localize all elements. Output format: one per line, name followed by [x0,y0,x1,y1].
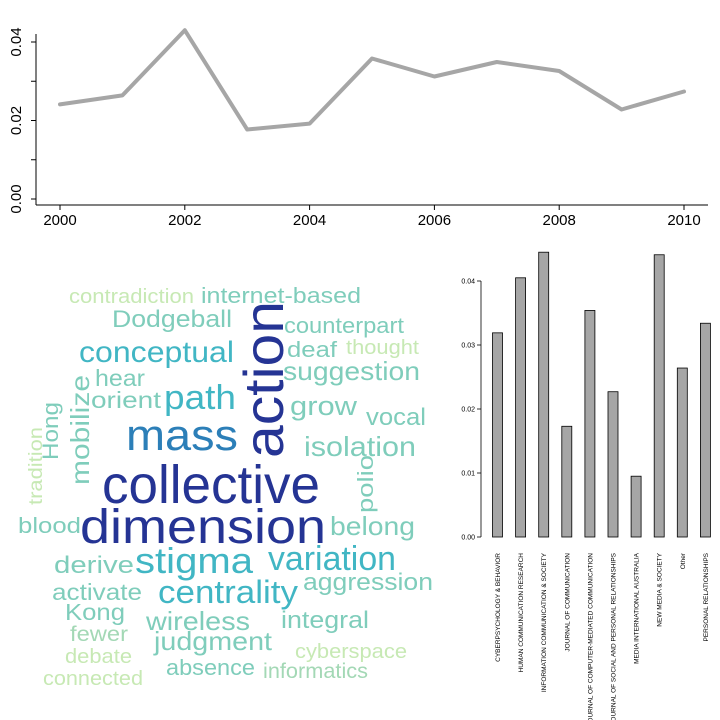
bar-y-tick-label: 0.04 [461,279,475,286]
x-tick-label: 2004 [293,212,326,229]
cloud-word: hear [95,365,145,391]
x-tick-label: 2000 [43,212,76,229]
bar-category-label: JOURNAL OF COMPUTER-MEDIATED COMMUNICATI… [587,553,594,720]
line-chart: 0.00 0.02 0.04 2000 2002 2004 2006 2008 2010 [8,27,708,229]
cloud-word: counterpart [284,313,404,338]
bar-chart: 0.00 0.01 0.02 0.03 0.04 CYBERPSYCHOLOGY & BE… [461,251,711,720]
bar-y-tick-label: 0.00 [461,535,475,542]
x-tick-label: 2002 [168,212,201,229]
y-tick-label: 0.00 [8,184,25,213]
cloud-word: path [164,379,236,417]
bar [584,310,596,538]
bar [538,251,550,538]
bar-category-label: JOURNAL OF SOCIAL AND PERSONAL RELATIONS… [611,552,618,720]
cloud-word: tradition [26,427,47,505]
y-tick-label: 0.04 [8,27,25,56]
bar-y-tick-label: 0.02 [461,407,475,414]
cloud-word: internet-based [201,283,361,308]
cloud-word: aggression [303,569,433,596]
cloud-word: Kong [65,599,125,625]
x-tick-label: 2008 [543,212,576,229]
bar-category-label: INFORMATION COMMUNICATION & SOCIETY [541,552,548,692]
cloud-word: blood [18,513,81,538]
cloud-word: collective [102,455,320,515]
x-tick-label: 2010 [667,212,700,229]
bar [607,391,619,538]
bar-category-label: PERSONAL RELATIONSHIPS [703,552,710,641]
bar-category-label: JOURNAL OF COMMUNICATION [564,553,571,652]
bar-y-tick-label: 0.03 [461,343,475,350]
cloud-word: Hong [38,402,63,460]
bar-y-tick-label: 0.01 [461,471,475,478]
bar [515,277,526,538]
bar [700,322,711,538]
bar [561,425,573,538]
series-line [58,28,686,132]
bar [492,332,503,538]
cloud-word: polio [353,455,378,513]
cloud-word: centrality [158,574,298,610]
cloud-word: fewer [70,623,128,646]
bar [653,254,665,538]
cloud-word: derive [54,552,134,579]
cloud-word: judgment [153,626,273,656]
cloud-word: integral [281,607,369,634]
cloud-word: orient [91,387,162,413]
bar [676,367,688,538]
cloud-word: variation [268,540,396,578]
cloud-word: absence [166,655,255,680]
cloud-word: Dodgeball [112,306,232,333]
cloud-word: suggestion [283,356,420,386]
cloud-word: wireless [145,606,250,636]
cloud-word: grow [290,391,358,421]
cloud-word: mobilize [65,375,95,485]
cloud-word: isolation [304,431,416,462]
cloud-word: belong [330,511,415,541]
cloud-word: activate [52,579,142,605]
cloud-word: debate [65,646,132,668]
cloud-word: thought [346,337,419,359]
cloud-word: vocal [366,404,426,431]
cloud-word: informatics [263,660,368,683]
cloud-word: stigma [135,540,254,581]
cloud-word: deaf [287,337,338,362]
bar [630,475,642,538]
cloud-word: mass [126,411,238,460]
bar-category-label: CYBERPSYCHOLOGY & BEHAVIOR [495,553,502,662]
cloud-word: conceptual [79,336,234,369]
cloud-word: cyberspace [295,641,407,663]
cloud-word: contradiction [69,286,194,308]
bar-category-label: MEDIA INTERNATIONAL AUSTRALIA [634,552,641,664]
cloud-word: dimension [80,501,326,554]
cloud-word: connected [43,668,143,690]
cloud-word: action [232,301,295,458]
bar-category-label: HUMAN COMMUNICATION RESEARCH [518,553,525,673]
x-tick-label: 2006 [418,212,451,229]
bar-category-label: Other [680,552,687,569]
y-tick-label: 0.02 [8,106,25,135]
bar-category-label: NEW MEDIA & SOCIETY [657,552,664,626]
